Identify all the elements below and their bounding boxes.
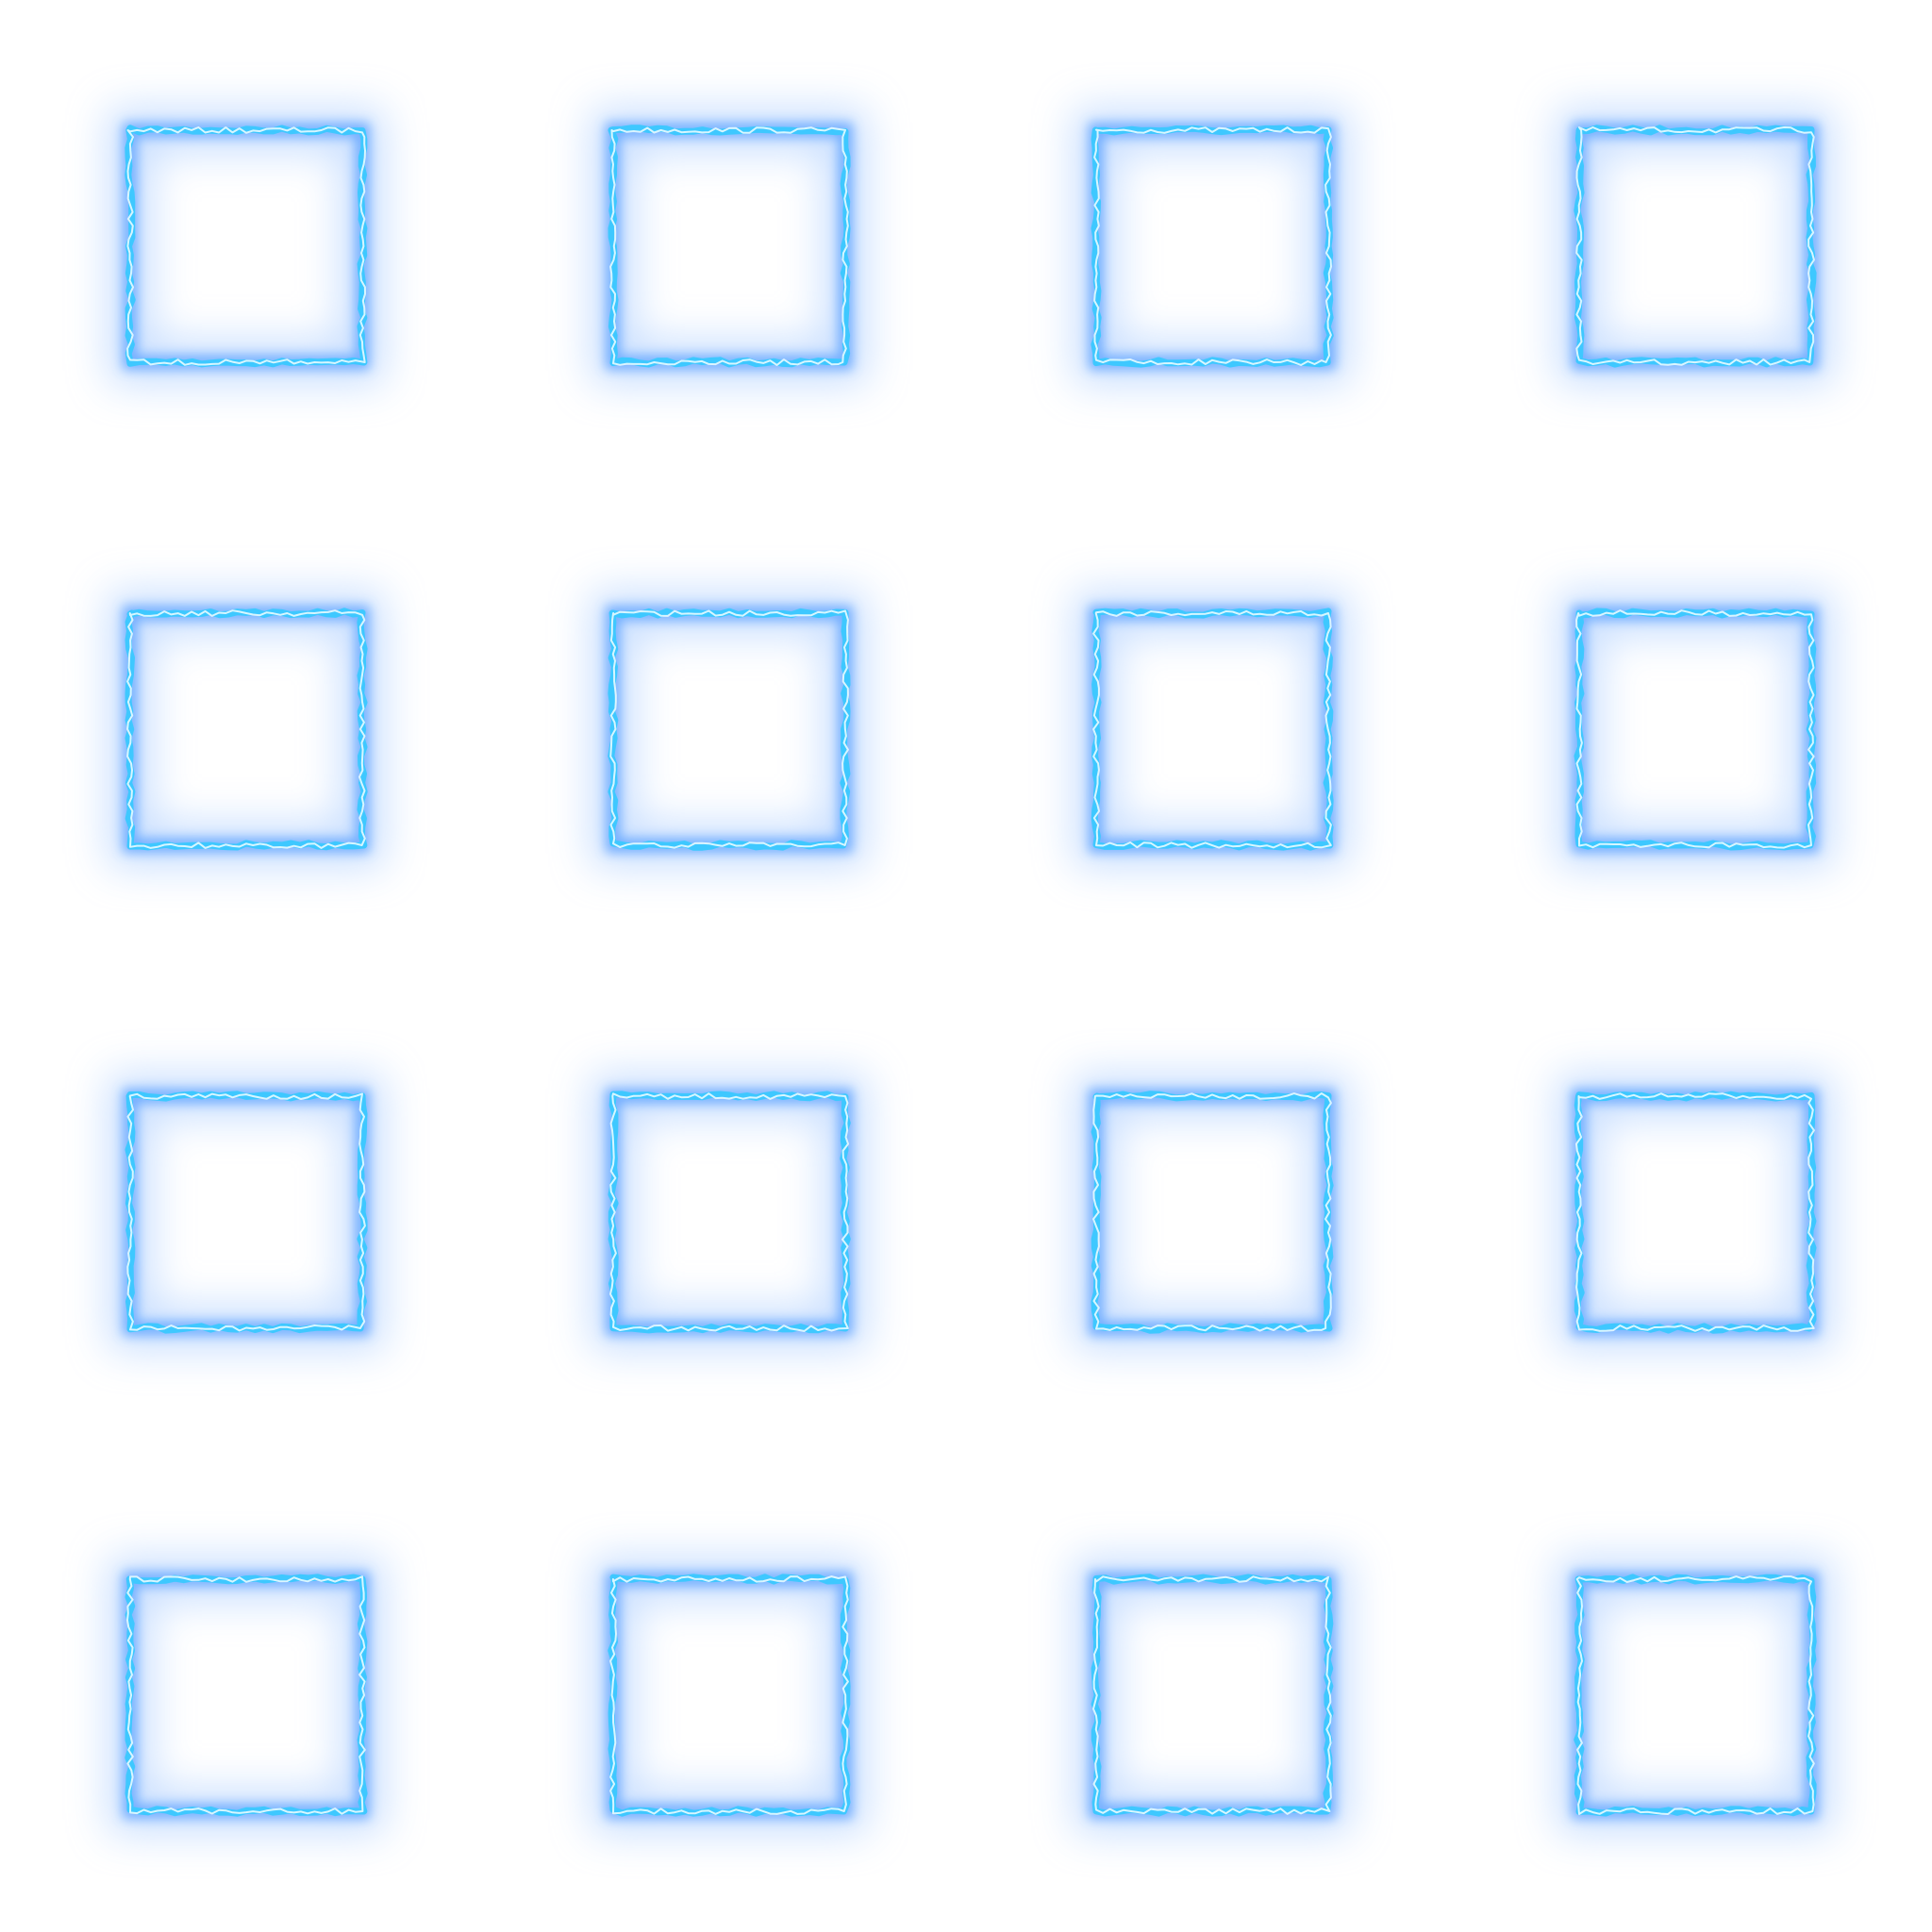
frame-glow xyxy=(606,123,853,370)
frame-spark xyxy=(609,1092,849,1332)
frame-core xyxy=(1574,1091,1817,1334)
frame-core xyxy=(125,1574,368,1817)
frame-glow xyxy=(1572,123,1819,370)
frame-spark xyxy=(126,1575,366,1815)
electric-square-frame-icon xyxy=(1557,1074,1833,1350)
frame-halo xyxy=(1557,108,1833,384)
frame-spark xyxy=(1575,1092,1815,1332)
frame-spark xyxy=(1092,609,1332,849)
frame-core xyxy=(1574,608,1817,851)
frame-glow xyxy=(606,606,853,853)
frame-core xyxy=(608,608,851,851)
frame-spark xyxy=(126,126,366,366)
frame-glow xyxy=(1572,606,1819,853)
frame-core xyxy=(125,125,368,368)
electric-square-frame-icon xyxy=(1557,591,1833,867)
frame-halo xyxy=(591,108,867,384)
frame-glow xyxy=(1572,1089,1819,1336)
frame-glow xyxy=(1572,1572,1819,1819)
frame-glow xyxy=(1089,1572,1336,1819)
frame-halo xyxy=(591,591,867,867)
frame-halo xyxy=(1074,1074,1350,1350)
electric-square-frame-icon xyxy=(591,1557,867,1833)
frame-core xyxy=(1574,125,1817,368)
frame-core xyxy=(1091,1091,1334,1334)
electric-frame-8 xyxy=(1449,483,1932,966)
electric-frame-10 xyxy=(483,966,966,1449)
frame-halo xyxy=(108,1074,384,1350)
frame-spark xyxy=(1092,1092,1332,1332)
frame-halo xyxy=(1557,1074,1833,1350)
frame-core xyxy=(608,1574,851,1817)
frame-core xyxy=(1574,1574,1817,1817)
frame-spark xyxy=(126,609,366,849)
frame-glow xyxy=(123,1089,370,1336)
frame-glow xyxy=(1089,606,1336,853)
electric-frame-12 xyxy=(1449,966,1932,1449)
electric-square-frame-icon xyxy=(108,108,384,384)
frame-halo xyxy=(1557,1557,1833,1833)
frame-halo xyxy=(1557,591,1833,867)
frame-spark xyxy=(126,1092,366,1332)
electric-frame-4 xyxy=(1449,0,1932,483)
electric-frame-9 xyxy=(0,966,483,1449)
frame-core xyxy=(125,1091,368,1334)
electric-frame-6 xyxy=(483,483,966,966)
frame-halo xyxy=(108,108,384,384)
electric-frame-2 xyxy=(483,0,966,483)
electric-frame-13 xyxy=(0,1449,483,1932)
electric-square-frame-icon xyxy=(591,108,867,384)
frame-core xyxy=(608,1091,851,1334)
frame-core xyxy=(608,125,851,368)
frame-halo xyxy=(591,1074,867,1350)
frame-spark xyxy=(1575,609,1815,849)
electric-frame-11 xyxy=(966,966,1449,1449)
frame-core xyxy=(125,608,368,851)
electric-frame-7 xyxy=(966,483,1449,966)
frame-halo xyxy=(1074,108,1350,384)
electric-square-frame-icon xyxy=(1074,1074,1350,1350)
electric-square-frame-icon xyxy=(1557,108,1833,384)
frame-halo xyxy=(591,1557,867,1833)
electric-square-frame-icon xyxy=(108,1557,384,1833)
electric-square-frame-icon xyxy=(1074,1557,1350,1833)
frame-core xyxy=(1091,608,1334,851)
frame-spark xyxy=(1092,1575,1332,1815)
frame-spark xyxy=(609,1575,849,1815)
frame-core xyxy=(1091,125,1334,368)
frame-glow xyxy=(1089,1089,1336,1336)
electric-square-frame-icon xyxy=(1557,1557,1833,1833)
electric-frame-14 xyxy=(483,1449,966,1932)
frame-glow xyxy=(1089,123,1336,370)
electric-frame-5 xyxy=(0,483,483,966)
frame-halo xyxy=(1074,1557,1350,1833)
electric-square-frame-icon xyxy=(108,591,384,867)
electric-square-frame-icon xyxy=(108,1074,384,1350)
electric-square-frame-icon xyxy=(591,1074,867,1350)
electric-frame-3 xyxy=(966,0,1449,483)
frame-halo xyxy=(108,591,384,867)
frame-core xyxy=(1091,1574,1334,1817)
frame-glow xyxy=(123,1572,370,1819)
frame-glow xyxy=(606,1089,853,1336)
frame-halo xyxy=(108,1557,384,1833)
frame-glow xyxy=(123,123,370,370)
electric-square-frame-icon xyxy=(1074,108,1350,384)
frame-glow xyxy=(606,1572,853,1819)
frame-glow xyxy=(123,606,370,853)
frame-spark xyxy=(609,609,849,849)
electric-frame-15 xyxy=(966,1449,1449,1932)
electric-square-frame-icon xyxy=(591,591,867,867)
electric-frame-16 xyxy=(1449,1449,1932,1932)
frame-halo xyxy=(1074,591,1350,867)
electric-square-frame-icon xyxy=(1074,591,1350,867)
electric-frame-1 xyxy=(0,0,483,483)
frame-spark xyxy=(609,126,849,366)
frame-spark xyxy=(1575,126,1815,366)
frame-spark xyxy=(1093,126,1332,366)
frame-spark xyxy=(1575,1575,1815,1815)
